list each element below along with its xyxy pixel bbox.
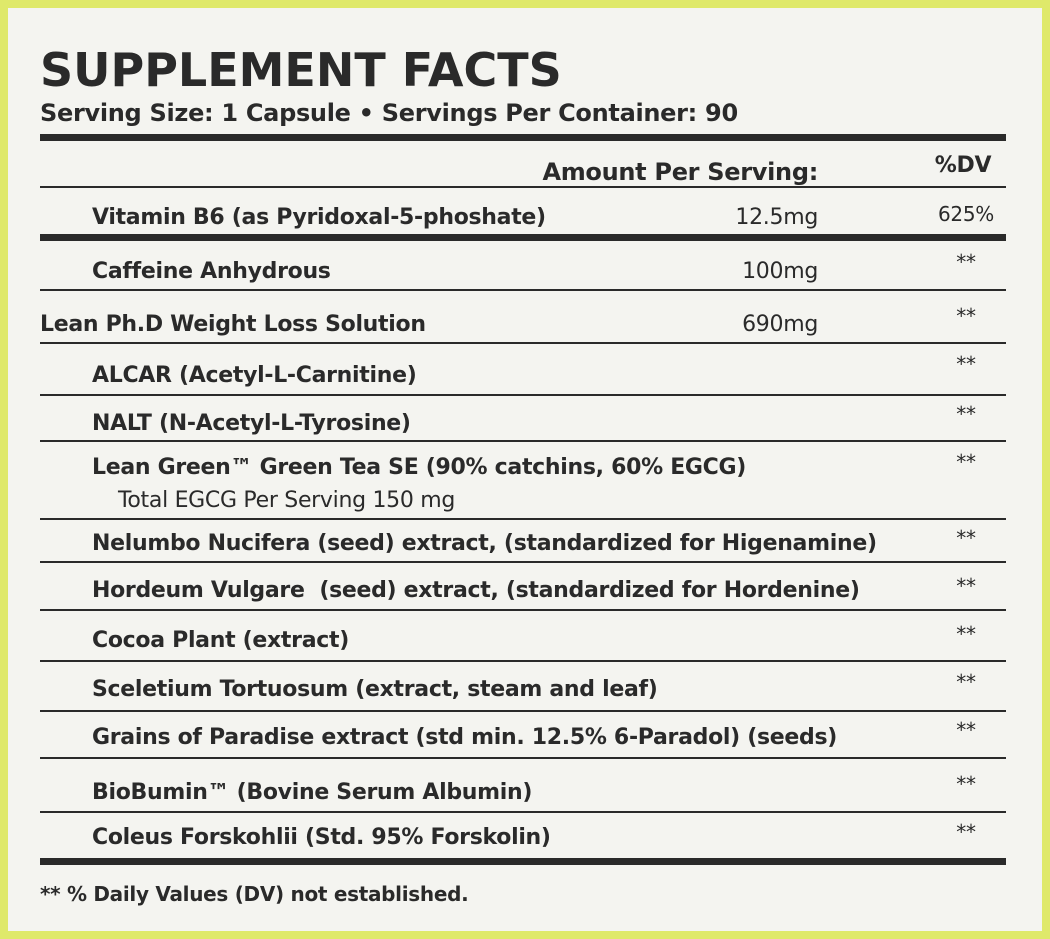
rule <box>40 609 1006 611</box>
footnote: ** % Daily Values (DV) not established. <box>40 882 469 906</box>
rule <box>40 858 1006 865</box>
rule <box>40 342 1006 344</box>
rule <box>40 134 1006 141</box>
rule <box>40 440 1006 442</box>
rule <box>40 234 1006 241</box>
daily-value: ** <box>956 526 976 550</box>
ingredient-amount: 100mg <box>742 259 818 284</box>
daily-value: ** <box>956 574 976 598</box>
column-header: Amount Per Serving: <box>542 158 818 186</box>
daily-value: ** <box>956 352 976 376</box>
rule <box>40 561 1006 563</box>
rule <box>40 289 1006 291</box>
rule <box>40 394 1006 396</box>
rule <box>40 811 1006 813</box>
daily-value: ** <box>956 250 976 274</box>
title: SUPPLEMENT FACTS <box>40 43 562 97</box>
ingredient-name: Cocoa Plant (extract) <box>92 628 349 653</box>
ingredient-name: Caffeine Anhydrous <box>92 259 331 284</box>
rule <box>40 757 1006 759</box>
ingredient-name: Lean Green™ Green Tea SE (90% catchins, … <box>92 455 747 480</box>
daily-value: ** <box>956 670 976 694</box>
ingredient-name: Lean Ph.D Weight Loss Solution <box>40 312 426 337</box>
ingredient-name: Vitamin B6 (as Pyridoxal-5-phoshate) <box>92 205 546 230</box>
ingredient-detail: Total EGCG Per Serving 150 mg <box>118 488 456 513</box>
ingredient-name: BioBumin™ (Bovine Serum Albumin) <box>92 780 533 805</box>
ingredient-name: Hordeum Vulgare (seed) extract, (standar… <box>92 578 860 603</box>
ingredient-name: Sceletium Tortuosum (extract, steam and … <box>92 677 658 702</box>
daily-value: ** <box>956 304 976 328</box>
serving-info: Serving Size: 1 Capsule • Servings Per C… <box>40 99 738 127</box>
ingredient-name: Nelumbo Nucifera (seed) extract, (standa… <box>92 531 877 556</box>
ingredient-name: ALCAR (Acetyl-L-Carnitine) <box>92 363 417 388</box>
rule <box>40 186 1006 188</box>
daily-value: ** <box>956 772 976 796</box>
ingredient-name: Grains of Paradise extract (std min. 12.… <box>92 725 838 750</box>
daily-value: ** <box>956 718 976 742</box>
daily-value: ** <box>956 622 976 646</box>
daily-value: ** <box>956 450 976 474</box>
ingredient-amount: 12.5mg <box>735 205 818 230</box>
rule <box>40 518 1006 520</box>
daily-value: ** <box>956 820 976 844</box>
rule <box>40 710 1006 712</box>
rule <box>40 660 1006 662</box>
supplement-label: SUPPLEMENT FACTS Serving Size: 1 Capsule… <box>8 8 1042 931</box>
ingredient-name: Coleus Forskohlii (Std. 95% Forskolin) <box>92 825 551 850</box>
daily-value: ** <box>956 402 976 426</box>
column-header: %DV <box>934 153 992 178</box>
ingredient-name: NALT (N-Acetyl-L-Tyrosine) <box>92 411 411 436</box>
daily-value: 625% <box>938 202 994 226</box>
ingredient-amount: 690mg <box>742 312 818 337</box>
